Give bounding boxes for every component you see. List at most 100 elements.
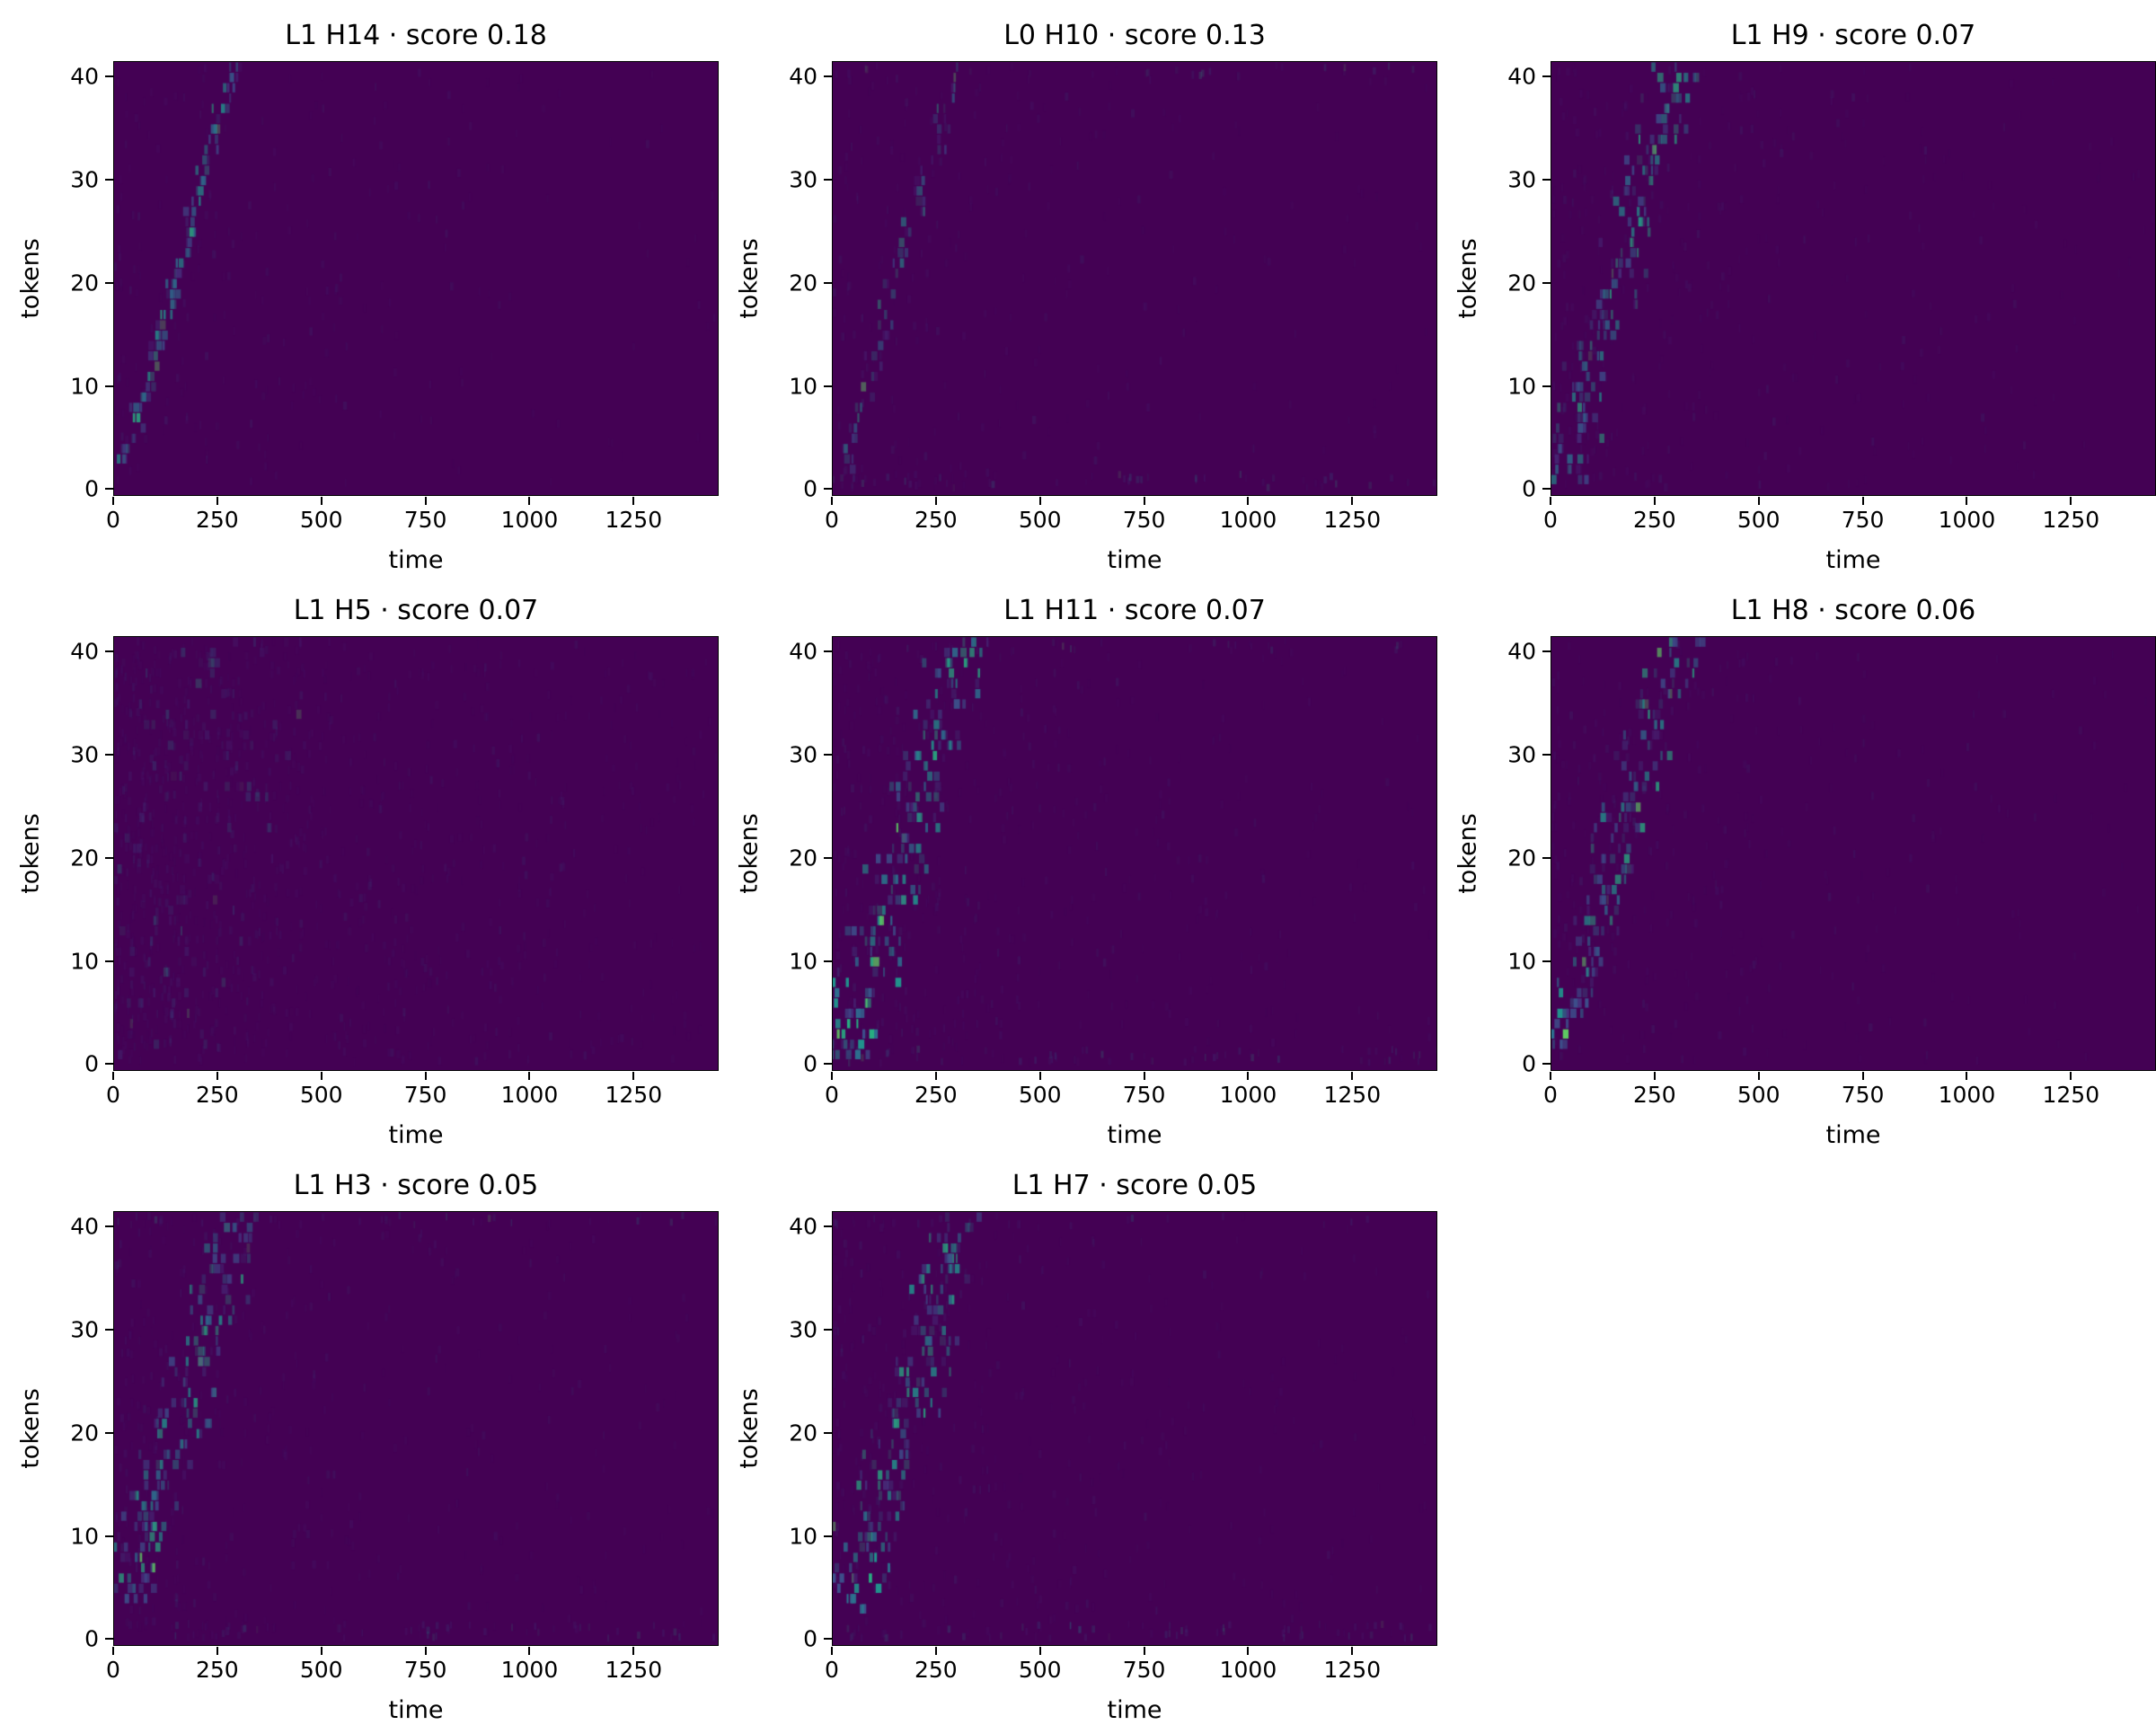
x-tick-label: 0 [106,1657,120,1683]
x-tick-label: 1000 [1219,1082,1277,1108]
y-tick-label: 10 [1507,373,1536,399]
x-tick-mark [1143,497,1145,505]
x-tick-label: 0 [1543,1082,1558,1108]
x-axis-label: time [1107,546,1162,574]
x-tick-label: 500 [299,507,343,533]
x-tick-mark [2070,497,2072,505]
x-tick-mark [1038,497,1041,505]
x-tick-label: 500 [1736,507,1780,533]
x-tick-mark [1351,1072,1354,1080]
subplot-title: L1 H7 · score 0.05 [1012,1170,1258,1201]
y-tick-mark [1542,960,1551,962]
x-tick-label: 0 [106,507,120,533]
heatmap-canvas [114,62,718,495]
y-tick-label: 20 [789,270,817,296]
x-tick-mark [831,1647,833,1655]
y-tick-label: 0 [1522,475,1536,502]
y-tick-label: 40 [789,638,817,665]
y-tick-mark [1542,856,1551,859]
y-tick-label: 10 [70,948,99,974]
y-tick-mark [105,1535,113,1537]
heatmap-canvas [114,1212,718,1645]
heatmap-canvas [833,62,1436,495]
y-tick-label: 40 [1507,638,1536,665]
x-tick-mark [632,1072,635,1080]
x-tick-label: 1000 [1938,1082,1996,1108]
subplot-title: L1 H5 · score 0.07 [293,595,539,626]
y-tick-mark [824,1431,832,1434]
y-tick-mark [105,960,113,962]
y-tick-mark [1542,1063,1551,1066]
subplot-title: L1 H8 · score 0.06 [1730,595,1976,626]
x-tick-mark [1143,1072,1145,1080]
y-tick-mark [105,178,113,181]
y-tick-mark [105,1225,113,1228]
y-tick-mark [1542,753,1551,756]
y-tick-label: 10 [789,373,817,399]
subplot-title: L1 H3 · score 0.05 [293,1170,539,1201]
heatmap-axes [832,1211,1437,1646]
x-tick-mark [320,497,323,505]
x-tick-mark [934,1647,937,1655]
y-tick-label: 10 [789,948,817,974]
heatmap-canvas [114,637,718,1070]
y-tick-mark [105,753,113,756]
y-tick-label: 0 [84,475,99,502]
x-tick-label: 1250 [1323,507,1382,533]
subplot-title: L0 H10 · score 0.13 [1003,20,1266,51]
x-tick-mark [1966,497,1968,505]
x-axis-label: time [388,1121,444,1149]
y-tick-label: 0 [803,475,817,502]
x-tick-label: 500 [299,1657,343,1683]
x-tick-label: 1250 [605,1657,663,1683]
y-tick-label: 20 [1507,845,1536,871]
x-tick-label: 750 [403,1657,447,1683]
heatmap-canvas [833,1212,1436,1645]
x-tick-label: 750 [1841,1082,1885,1108]
y-tick-mark [1542,75,1551,78]
y-tick-mark [824,385,832,387]
x-tick-mark [320,1647,323,1655]
x-tick-label: 0 [1543,507,1558,533]
x-axis-label: time [1825,546,1881,574]
x-tick-mark [1247,497,1250,505]
y-tick-label: 0 [84,1050,99,1077]
subplot: L1 H9 · score 0.07 tokens time 0 250 500 75… [1437,0,2156,575]
x-tick-label: 1250 [2042,507,2100,533]
x-tick-mark [831,497,833,505]
x-tick-label: 0 [825,1082,839,1108]
y-tick-label: 40 [70,63,99,90]
y-tick-mark [105,856,113,859]
y-tick-mark [824,1063,832,1066]
x-tick-mark [424,1647,427,1655]
y-tick-mark [105,650,113,653]
y-tick-mark [105,1328,113,1331]
x-axis-label: time [1107,1121,1162,1149]
x-tick-mark [320,1072,323,1080]
x-tick-mark [112,1072,114,1080]
x-tick-label: 750 [1841,507,1885,533]
x-tick-mark [2070,1072,2072,1080]
y-tick-mark [1542,178,1551,181]
y-tick-mark [105,1431,113,1434]
y-tick-label: 30 [789,166,817,193]
x-tick-label: 250 [915,1082,958,1108]
x-tick-label: 1000 [500,1657,559,1683]
y-tick-mark [824,75,832,78]
y-tick-label: 30 [789,741,817,768]
y-tick-label: 0 [803,1050,817,1077]
x-tick-label: 0 [825,507,839,533]
x-tick-label: 0 [825,1657,839,1683]
x-tick-mark [632,1647,635,1655]
x-tick-mark [1550,1072,1551,1080]
subplot: L1 H14 · score 0.18 tokens time 0 250 500 7… [0,0,719,575]
y-tick-mark [105,281,113,284]
y-tick-mark [824,281,832,284]
y-tick-label: 40 [1507,63,1536,90]
y-tick-mark [105,1638,113,1641]
y-tick-label: 10 [1507,948,1536,974]
subplot: L1 H8 · score 0.06 tokens time 0 250 500 75… [1437,575,2156,1150]
y-tick-label: 20 [789,845,817,871]
x-tick-label: 750 [1122,1657,1166,1683]
y-tick-mark [824,753,832,756]
